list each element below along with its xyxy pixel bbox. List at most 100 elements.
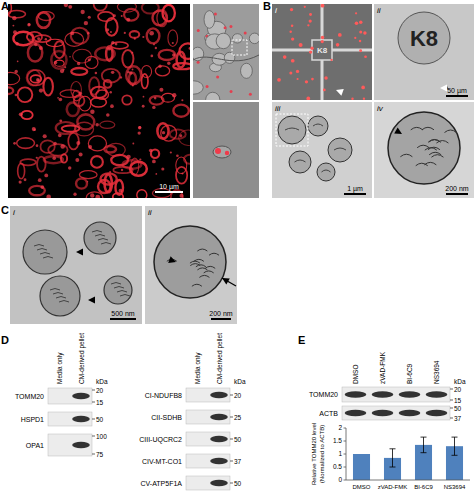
shape xyxy=(59,301,69,303)
shape xyxy=(322,170,331,172)
signal xyxy=(87,181,89,183)
signal xyxy=(132,84,134,86)
particle xyxy=(307,24,309,26)
signal xyxy=(28,44,42,62)
signal xyxy=(71,82,82,98)
scale-bar-label: 200 nm xyxy=(445,185,469,192)
signal xyxy=(54,142,57,145)
signal xyxy=(67,102,79,116)
grid-label: K8 xyxy=(317,46,328,55)
signal xyxy=(29,99,31,101)
scale-bar-label: 500 nm xyxy=(111,310,135,317)
blot xyxy=(342,387,450,402)
signal xyxy=(73,193,76,196)
marker-tick xyxy=(230,483,233,484)
signal xyxy=(43,78,53,96)
particle xyxy=(291,37,294,40)
scale-bar xyxy=(446,95,468,97)
signal xyxy=(8,72,20,84)
signal xyxy=(176,167,187,184)
signal xyxy=(91,156,103,168)
signal xyxy=(70,32,74,36)
band xyxy=(210,458,228,464)
signal xyxy=(44,173,48,177)
error-cap xyxy=(452,455,458,456)
vesicle xyxy=(154,226,226,298)
particle xyxy=(321,36,325,40)
signal xyxy=(179,43,190,58)
subpanel-label: iv xyxy=(377,104,384,113)
signal xyxy=(152,160,156,164)
band xyxy=(72,393,90,399)
signal xyxy=(131,52,133,54)
particle xyxy=(359,21,362,24)
signal xyxy=(149,149,153,153)
signal xyxy=(51,51,66,69)
signal xyxy=(152,189,171,198)
blot xyxy=(186,410,230,424)
signal xyxy=(173,105,189,117)
signal xyxy=(197,61,200,64)
signal xyxy=(155,173,157,175)
shape xyxy=(114,287,124,289)
marker-label: 50 xyxy=(454,405,462,412)
scale-bar xyxy=(211,318,231,320)
signal xyxy=(122,95,131,104)
x-tick-label: NS3694 xyxy=(444,484,466,490)
signal xyxy=(95,195,100,198)
particle xyxy=(277,78,281,82)
particle xyxy=(289,71,292,74)
blot xyxy=(186,454,230,468)
lane-label: Media only xyxy=(56,352,64,384)
marker-tick xyxy=(230,417,233,418)
signal xyxy=(155,47,157,49)
band xyxy=(210,436,228,442)
signal xyxy=(224,26,227,29)
scale-bar-label: 50 µm xyxy=(447,87,467,95)
blot xyxy=(342,406,450,420)
vesicle xyxy=(40,276,80,316)
signal xyxy=(8,4,11,14)
signal xyxy=(18,163,25,179)
signal xyxy=(138,126,142,130)
grid-label: K8 xyxy=(410,26,438,51)
signal xyxy=(69,56,71,58)
blot xyxy=(186,432,230,446)
signal xyxy=(40,185,44,189)
shape xyxy=(197,268,207,270)
image-bg xyxy=(145,206,237,324)
band xyxy=(345,410,367,416)
blot-label: TOMM20 xyxy=(309,391,338,398)
band xyxy=(210,392,228,398)
vesicle xyxy=(104,276,132,304)
signal xyxy=(48,144,67,156)
signal xyxy=(126,18,130,22)
shape xyxy=(192,284,202,286)
particle xyxy=(306,97,310,100)
arrowhead xyxy=(168,256,177,265)
signal xyxy=(54,61,58,65)
signal xyxy=(129,71,132,74)
particle xyxy=(361,86,365,90)
y-tick-label: 0 xyxy=(338,476,342,483)
signal xyxy=(126,66,141,84)
signal xyxy=(34,43,37,46)
marker-label: 20 xyxy=(234,392,242,399)
signal xyxy=(121,15,123,17)
signal xyxy=(44,156,63,163)
signal xyxy=(154,97,157,100)
signal xyxy=(189,47,190,50)
signal xyxy=(132,69,134,71)
signal xyxy=(64,66,66,68)
shape xyxy=(43,257,53,259)
signal xyxy=(52,156,56,160)
signal xyxy=(176,154,179,157)
cell xyxy=(216,33,231,49)
marker-label: 37 xyxy=(454,415,462,422)
signal xyxy=(68,166,71,169)
signal xyxy=(30,75,41,83)
shape xyxy=(334,148,346,150)
shape xyxy=(190,264,200,266)
blot-label: HSPD1 xyxy=(21,416,44,423)
cell xyxy=(193,81,203,94)
